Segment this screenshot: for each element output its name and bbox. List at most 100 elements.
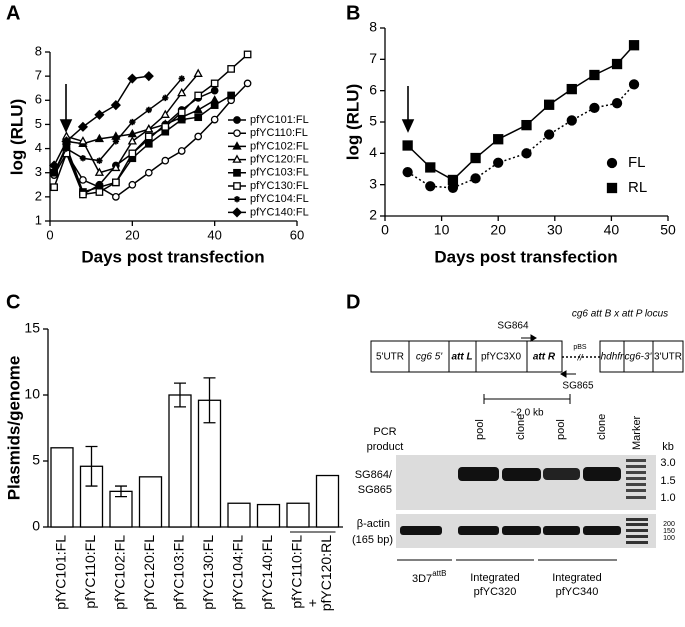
x-tick-label: pfYC110:FL [82,535,98,609]
panel-letter: B [346,2,360,24]
error-bar [85,445,98,487]
y-tick-label: 3 [369,175,377,191]
legend-label: pfYC120:FL [250,154,309,166]
y-axis-title: Plasmids/genome [4,356,23,501]
x-tick-label: 20 [125,227,139,242]
series-line [66,99,216,145]
marker [78,136,88,145]
bar [286,502,310,528]
group-label: pfYC340 [556,586,599,598]
marker [210,86,219,95]
y-tick-label: 1 [35,212,42,227]
marker [144,132,153,141]
y-tick-label: 3 [35,164,42,179]
marker [210,79,219,88]
error-bar [174,382,186,408]
marker [79,190,87,199]
marker [94,167,105,176]
kb-mark: 1.5 [660,475,675,487]
legend-marker [606,182,618,194]
marker [94,133,105,143]
marker [49,160,60,171]
y-tick-label: 5 [35,116,42,131]
segment-label: hdhfr [601,352,624,363]
bar [50,447,74,528]
marker [161,156,170,165]
legend-marker [233,129,241,138]
marker [144,168,153,177]
x-tick-label: 50 [660,222,676,238]
marker [402,166,413,178]
group-label: pfYC320 [474,586,517,598]
marker [194,132,203,141]
marker [193,68,203,77]
marker [566,83,577,95]
panel-letter: C [6,291,20,313]
segment-label: pfYC3X0 [481,352,521,363]
marker [127,73,138,84]
segment-label: att R [533,352,556,363]
marker [227,65,235,73]
marker [227,91,235,100]
legend-label: pfYC140:FL [250,206,309,218]
gene-map [370,334,684,404]
marker [50,169,58,176]
row-label: SG864/ [355,469,393,481]
marker [589,69,600,81]
gel-label: PCR [373,426,396,438]
legend-label: RL [628,179,647,196]
group-label: 3D7attB [412,569,446,585]
y-tick-label: 2 [369,207,377,223]
marker [402,140,413,151]
marker [243,50,252,59]
marker [128,149,137,158]
lane-label: clone [596,414,608,440]
bar [168,394,192,528]
marker [194,113,203,122]
join-label: + [309,595,317,611]
lane-label: clone [515,414,527,440]
series-line [407,44,635,181]
x-tick-label: 20 [490,222,506,238]
y-axis-title: log (RLU) [7,99,26,175]
marker [127,136,137,145]
pbs-label: pBS [573,344,587,351]
x-tick-label: pfYC103:FL [171,535,187,610]
marker [63,145,70,152]
marker [145,106,152,114]
group-label-sup: attB [432,569,446,578]
x-axis-title: Days post transfection [81,247,264,266]
x-tick-label: pfYC104:FL [230,535,246,610]
x-tick-label: pfYC130:FL [200,535,216,610]
x-tick-label: 30 [547,222,563,238]
legend-marker [232,154,242,163]
legend-label: FL [628,154,646,171]
y-tick-label: 8 [35,43,42,58]
legend-label: pfYC130:FL [250,180,309,192]
error-bar [115,485,127,498]
row-label: SG865 [358,484,392,496]
legend-marker [232,141,242,150]
series-line [407,83,635,189]
marker [628,79,640,90]
legend-label: pfYC104:FL [250,193,309,205]
marker [611,58,623,70]
marker [111,162,121,172]
marker [543,129,555,140]
marker [162,94,169,102]
marker [177,108,186,117]
legend-marker [233,182,241,190]
marker [143,71,154,82]
bar [256,503,281,528]
y-tick-label: 15 [24,320,40,336]
x-axis-title: Days post transfection [434,247,617,266]
marker [94,109,105,120]
y-tick-label: 6 [369,81,377,97]
x-tick-label: 40 [207,227,221,242]
marker [144,139,153,148]
x-tick-label: pfYC102:FL [112,535,128,610]
x-tick-label: 0 [46,227,53,242]
marker [243,79,252,88]
y-tick-label: 7 [35,68,42,83]
